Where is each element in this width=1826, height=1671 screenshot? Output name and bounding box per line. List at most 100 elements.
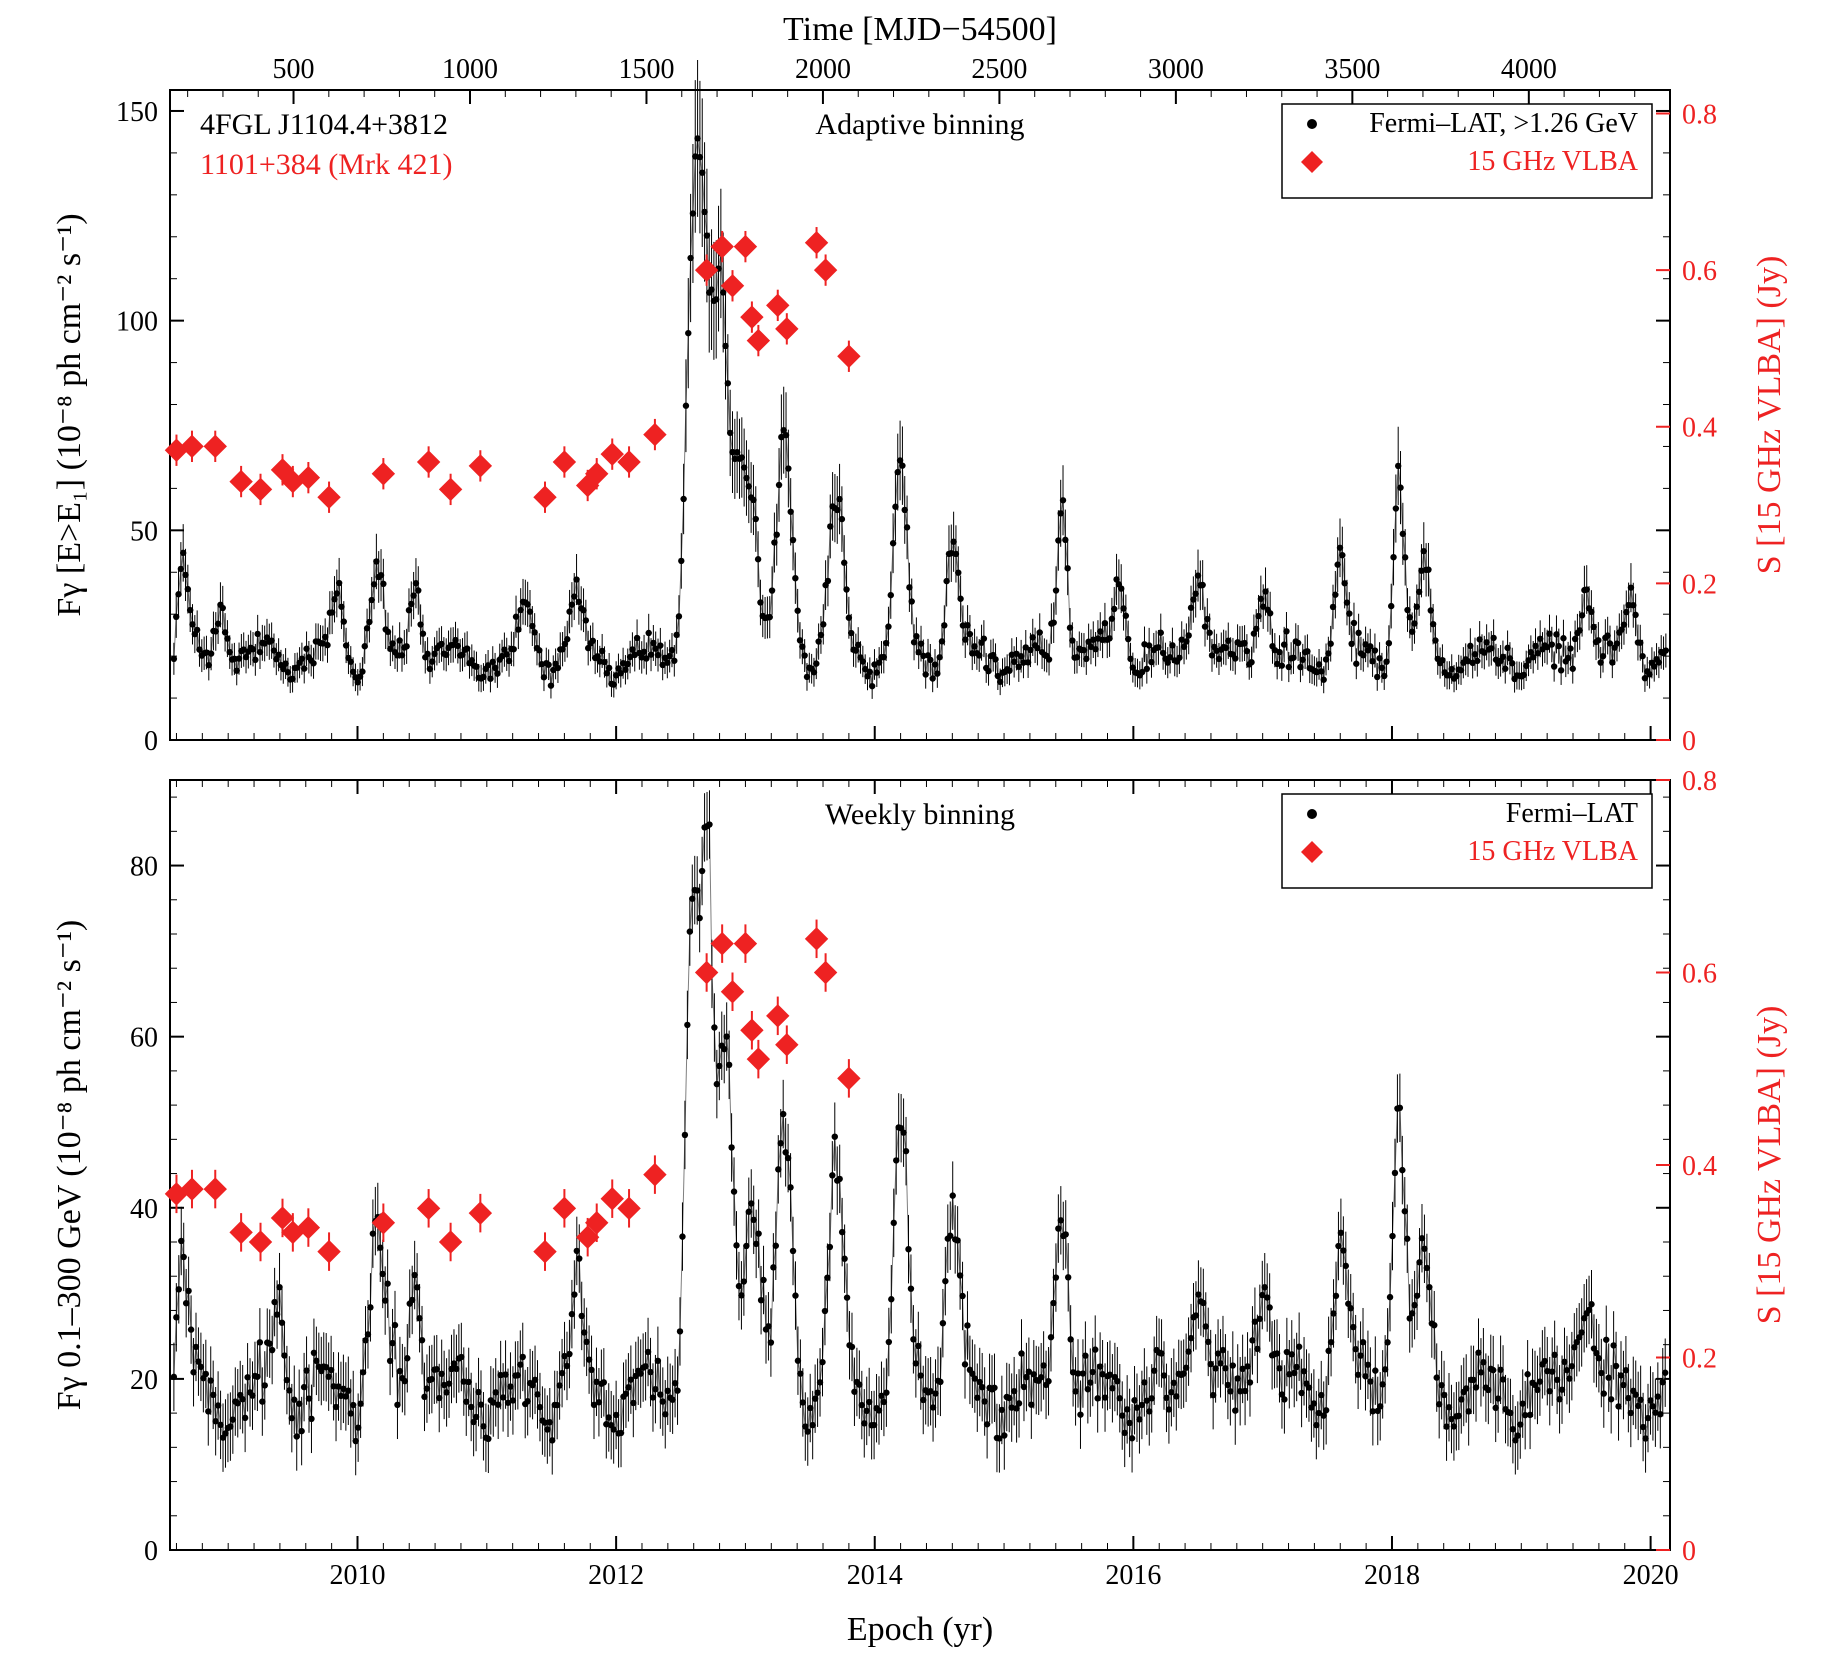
fermi-point bbox=[1206, 630, 1212, 636]
fermi-point bbox=[269, 1347, 275, 1353]
panelA-binning-label: Adaptive binning bbox=[815, 108, 1024, 141]
xtick-top: 500 bbox=[273, 54, 315, 85]
legend-label: Fermi–LAT, >1.26 GeV bbox=[1369, 108, 1638, 139]
fermi-point bbox=[699, 868, 705, 874]
fermi-point bbox=[769, 587, 775, 593]
vlba-point bbox=[776, 318, 798, 340]
fermi-point bbox=[1186, 632, 1192, 638]
vlba-point bbox=[230, 471, 252, 493]
fermi-point bbox=[308, 1416, 314, 1422]
fermi-point bbox=[794, 608, 800, 614]
panelB-group: 02040608000.20.40.60.8201020122014201620… bbox=[51, 766, 1788, 1591]
fermi-point bbox=[813, 660, 819, 666]
vlba-point bbox=[553, 1197, 575, 1219]
vlba-point bbox=[711, 933, 733, 955]
fermi-point bbox=[1432, 637, 1438, 643]
fermi-point bbox=[1549, 641, 1555, 647]
vlba-point bbox=[711, 236, 733, 258]
ytick-right: 0.2 bbox=[1682, 1344, 1717, 1375]
fermi-point bbox=[420, 630, 426, 636]
ytick-left: 100 bbox=[116, 307, 158, 338]
vlba-point bbox=[644, 424, 666, 446]
fermi-point bbox=[774, 531, 780, 537]
vlba-point bbox=[776, 1034, 798, 1056]
fermi-point bbox=[1129, 1435, 1135, 1441]
panelA-ylabel-left: Fγ [E>E₁] (10⁻⁸ ph cm⁻² s⁻¹) bbox=[51, 213, 88, 616]
vlba-point bbox=[440, 478, 462, 500]
panelA-fermi-line bbox=[174, 138, 1666, 686]
fermi-point bbox=[1388, 603, 1394, 609]
vlba-point bbox=[734, 933, 756, 955]
ytick-right: 0.8 bbox=[1682, 766, 1717, 797]
fermi-point bbox=[392, 1322, 398, 1328]
fermi-point bbox=[733, 1242, 739, 1248]
fermi-point bbox=[1053, 587, 1059, 593]
fermi-point bbox=[208, 650, 214, 656]
xtick-top: 1000 bbox=[442, 54, 498, 85]
vlba-point bbox=[806, 232, 828, 254]
vlba-point bbox=[838, 345, 860, 367]
fermi-point bbox=[185, 1288, 191, 1294]
vlba-point bbox=[418, 1197, 440, 1219]
fermi-point bbox=[171, 656, 177, 662]
fermi-point bbox=[1524, 1371, 1530, 1377]
fermi-point bbox=[1144, 666, 1150, 672]
fermi-point bbox=[1339, 552, 1345, 558]
fermi-point bbox=[1323, 1407, 1329, 1413]
vlba-point bbox=[318, 486, 340, 508]
fermi-point bbox=[564, 636, 570, 642]
fermi-point bbox=[725, 380, 731, 386]
fermi-point bbox=[869, 683, 875, 689]
fermi-point bbox=[1608, 1396, 1614, 1402]
ytick-left: 40 bbox=[130, 1194, 158, 1225]
fermi-point bbox=[696, 915, 702, 921]
fermi-point bbox=[194, 627, 200, 633]
fermi-point bbox=[1474, 658, 1480, 664]
fermi-point bbox=[1343, 1263, 1349, 1269]
fermi-point bbox=[1425, 566, 1431, 572]
fermi-point bbox=[682, 1132, 688, 1138]
fermi-point bbox=[940, 1320, 946, 1326]
fermi-point bbox=[415, 587, 421, 593]
fermi-point bbox=[1199, 582, 1205, 588]
fermi-point bbox=[242, 1415, 248, 1421]
legend-label: Fermi–LAT bbox=[1506, 798, 1638, 829]
fermi-point bbox=[188, 1326, 194, 1332]
fermi-point bbox=[888, 1296, 894, 1302]
fermi-point bbox=[1374, 674, 1380, 680]
fermi-point bbox=[899, 462, 905, 468]
fermi-point bbox=[676, 613, 682, 619]
fermi-point bbox=[1063, 1231, 1069, 1237]
vlba-point bbox=[741, 1019, 763, 1041]
xtick-top: 3500 bbox=[1324, 54, 1380, 85]
fermi-point bbox=[1431, 1322, 1437, 1328]
fermi-point bbox=[991, 1385, 997, 1391]
fermi-point bbox=[1247, 1379, 1253, 1385]
fermi-point bbox=[1158, 630, 1164, 636]
fermi-point bbox=[257, 1339, 263, 1345]
fermi-point bbox=[827, 1244, 833, 1250]
fermi-point bbox=[1558, 667, 1564, 673]
vlba-point bbox=[204, 1178, 226, 1200]
fermi-point bbox=[298, 1428, 304, 1434]
fermi-point bbox=[520, 1354, 526, 1360]
fermi-point bbox=[220, 605, 226, 611]
fermi-point bbox=[511, 646, 517, 652]
fermi-point bbox=[1490, 635, 1496, 641]
fermi-point bbox=[885, 623, 891, 629]
fermi-point bbox=[1332, 591, 1338, 597]
fermi-point bbox=[685, 330, 691, 336]
fermi-point bbox=[403, 643, 409, 649]
fermi-point bbox=[601, 1379, 607, 1385]
fermi-point bbox=[981, 635, 987, 641]
fermi-point bbox=[657, 642, 663, 648]
fermi-point bbox=[1321, 677, 1327, 683]
fermi-point bbox=[1386, 640, 1392, 646]
fermi-point bbox=[1387, 1294, 1393, 1300]
fermi-point bbox=[1296, 1344, 1302, 1350]
fermi-point bbox=[576, 1255, 582, 1261]
vlba-point bbox=[747, 330, 769, 352]
fermi-point bbox=[841, 1256, 847, 1262]
fermi-point bbox=[1266, 1304, 1272, 1310]
fermi-point bbox=[485, 1436, 491, 1442]
